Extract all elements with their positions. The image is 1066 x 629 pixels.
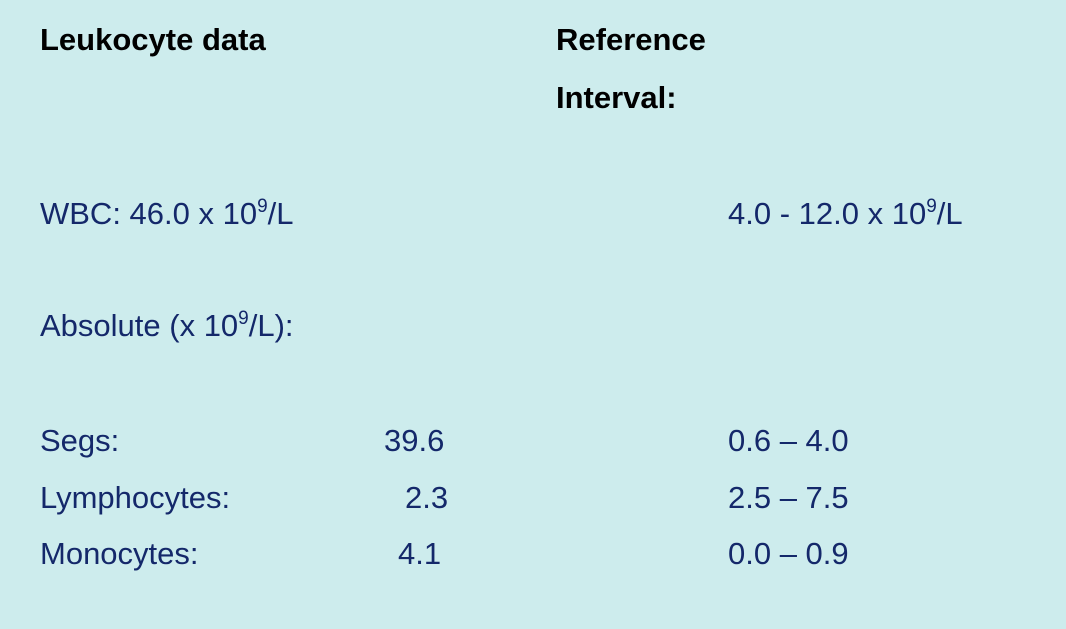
exponent: 9 xyxy=(238,308,249,329)
row-value: 39.6 xyxy=(384,423,445,458)
title: Leukocyte data xyxy=(40,22,266,57)
row-value: 2.3 xyxy=(405,480,449,515)
exponent: 9 xyxy=(926,196,937,217)
row-reference: 0.0 – 0.9 xyxy=(728,536,849,571)
reference-text: 4.0 - 12.0 x 10 xyxy=(728,196,927,231)
row-value: 4.1 xyxy=(398,536,442,571)
row-label: Segs: xyxy=(40,423,120,458)
row-reference: 2.5 – 7.5 xyxy=(728,480,849,515)
absolute: Absolute (x 109/L): xyxy=(40,308,294,343)
reference-title: Interval: xyxy=(556,80,677,115)
unit: /L): xyxy=(248,308,294,343)
reference-title: Reference xyxy=(556,22,706,57)
exponent: 9 xyxy=(257,196,268,217)
row-label: Monocytes: xyxy=(40,536,199,571)
row-reference: 0.6 – 4.0 xyxy=(728,423,849,458)
wbc: WBC: 46.0 x 109/L xyxy=(40,196,294,231)
wbc-reference: 4.0 - 12.0 x 109/L xyxy=(728,196,963,231)
wbc-text: WBC: 46.0 x 10 xyxy=(40,196,258,231)
unit: /L xyxy=(936,196,963,231)
row-label: Lymphocytes: xyxy=(40,480,231,515)
unit: /L xyxy=(267,196,294,231)
absolute-text: Absolute (x 10 xyxy=(40,308,239,343)
